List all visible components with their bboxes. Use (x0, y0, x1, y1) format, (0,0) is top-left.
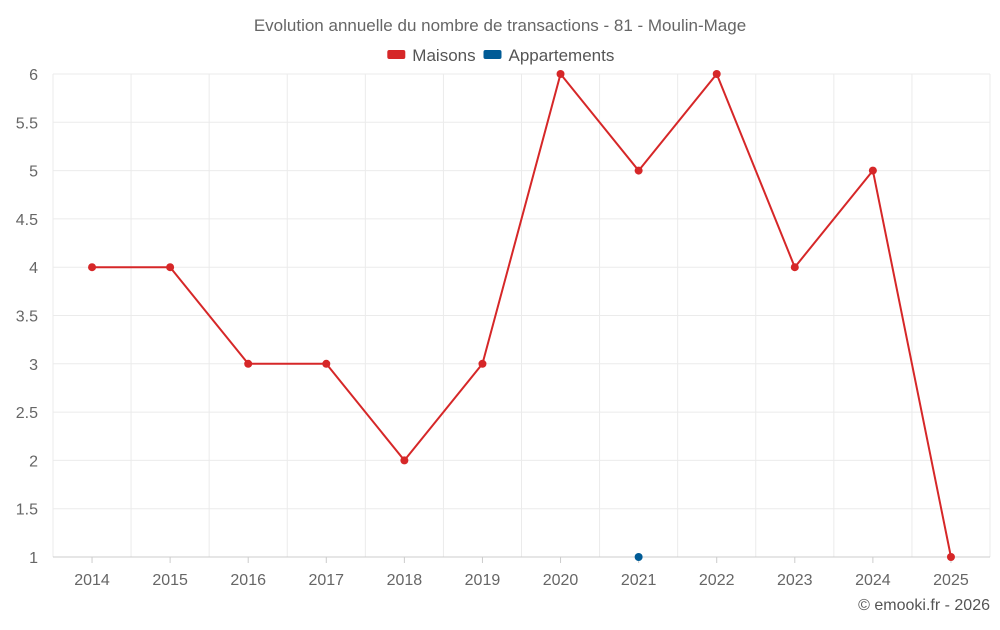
chart-title: Evolution annuelle du nombre de transact… (254, 16, 746, 35)
x-tick-label: 2021 (621, 572, 657, 589)
data-point-maisons (244, 359, 253, 368)
x-tick-label: 2019 (465, 572, 501, 589)
x-tick-label: 2017 (308, 572, 344, 589)
y-tick-label: 6 (29, 67, 38, 84)
y-tick-label: 2 (29, 453, 38, 470)
data-point-appartements (634, 553, 643, 561)
series-line-maisons (92, 73, 952, 558)
legend-label-appartements: Appartements (509, 46, 615, 65)
x-tick-label: 2025 (933, 572, 969, 589)
data-point-maisons (88, 263, 97, 272)
data-point-maisons (634, 166, 643, 175)
x-tick-label: 2018 (387, 572, 423, 589)
x-tick-label: 2024 (855, 572, 891, 589)
data-point-maisons (868, 166, 877, 175)
y-tick-label: 5 (29, 164, 38, 181)
legend-label-maisons: Maisons (412, 46, 475, 65)
legend-swatch-appartements (483, 50, 502, 59)
chart-legend: Maisons Appartements (387, 46, 614, 65)
x-tick-label: 2023 (777, 572, 813, 589)
y-tick-label: 3.5 (16, 309, 38, 326)
data-point-maisons (946, 553, 955, 561)
x-tick-label: 2020 (543, 572, 579, 589)
series-layer (88, 70, 955, 561)
data-point-maisons (556, 70, 565, 78)
y-tick-label: 1 (29, 550, 38, 567)
footer-credit: © emooki.fr - 2026 (858, 597, 990, 614)
y-tick-label: 3 (29, 357, 38, 374)
x-tick-label: 2015 (152, 572, 188, 589)
x-tick-label: 2014 (74, 572, 110, 589)
data-point-maisons (478, 359, 487, 368)
legend-swatch-maisons (387, 50, 406, 59)
data-point-maisons (400, 456, 409, 465)
x-tick-label: 2016 (230, 572, 266, 589)
y-tick-label: 4.5 (16, 212, 38, 229)
data-point-maisons (322, 359, 331, 368)
y-tick-label: 2.5 (16, 405, 38, 422)
data-point-maisons (712, 70, 721, 78)
y-tick-label: 1.5 (16, 502, 38, 519)
data-point-maisons (166, 263, 175, 272)
y-tick-label: 4 (29, 260, 38, 277)
grid-lines (52, 73, 991, 558)
x-tick-label: 2022 (699, 572, 735, 589)
axes: 1 1.5 2 2.5 3 3.5 4 4.5 5 5.5 6 2014 2015 2016 2017 201… (16, 67, 990, 589)
data-point-maisons (790, 263, 799, 272)
y-tick-label: 5.5 (16, 115, 38, 132)
